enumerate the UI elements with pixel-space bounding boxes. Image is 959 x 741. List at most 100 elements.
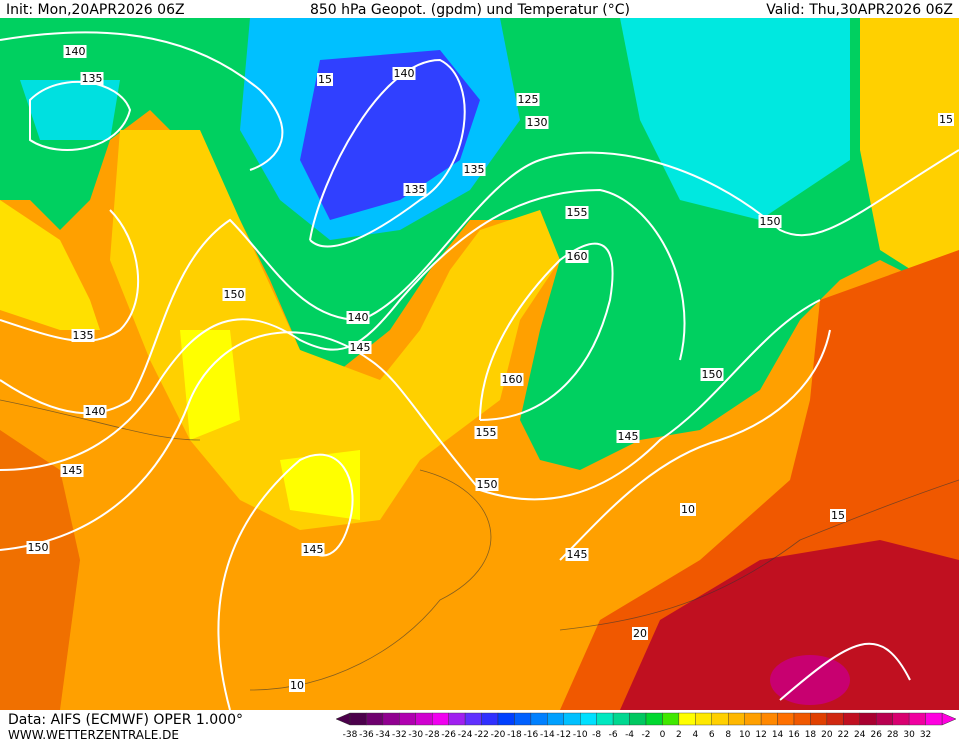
contour-label-box <box>616 430 640 443</box>
colorbar-label: 20 <box>821 730 833 740</box>
colorbar-label: 6 <box>709 730 715 740</box>
colorbar-swatch <box>432 712 449 726</box>
colorbar-label: -10 <box>573 730 588 740</box>
contour-label: 125 <box>518 93 539 106</box>
colorbar-label: -12 <box>556 730 571 740</box>
contour-label: 150 <box>28 541 49 554</box>
contour-label-box <box>938 113 954 126</box>
contour-label-box <box>83 405 107 418</box>
field-blue <box>300 50 480 220</box>
colorbar-label: -36 <box>359 730 374 740</box>
colorbar-swatch <box>415 712 433 726</box>
colorbar-swatch <box>349 712 367 726</box>
site-url: WWW.WETTERZENTRALE.DE <box>8 728 179 741</box>
colorbar-label: 4 <box>692 730 698 740</box>
colorbar-swatch <box>777 712 795 726</box>
contour-label: 150 <box>702 368 723 381</box>
contour-label: 140 <box>65 45 86 58</box>
colorbar-label: 14 <box>772 730 784 740</box>
isohypse <box>309 58 466 248</box>
contour-label-box <box>565 250 589 263</box>
colorbar-swatch <box>925 712 943 726</box>
colorbar-label: 0 <box>660 730 666 740</box>
field-yellow-west <box>0 200 100 330</box>
isohypse <box>0 31 284 171</box>
contour-label-box <box>317 73 333 86</box>
colorbar-swatch <box>497 712 515 726</box>
contour-label: 140 <box>394 67 415 80</box>
contour-label-box <box>80 72 104 85</box>
colorbar-swatch <box>399 712 416 726</box>
contour-label-box <box>289 679 305 692</box>
contour-label-box <box>700 368 724 381</box>
contour-label: 10 <box>290 679 304 692</box>
temperature-field <box>0 18 959 710</box>
contour-label: 150 <box>760 215 781 228</box>
colorbar-swatch <box>728 712 745 726</box>
colorbar-label: 24 <box>854 730 866 740</box>
temp-contour <box>559 479 959 631</box>
header-bar <box>0 0 959 18</box>
contour-label: 145 <box>303 543 324 556</box>
colorbar-label: -30 <box>408 730 423 740</box>
field-yellow-ne <box>860 18 959 300</box>
isohypse <box>559 329 911 701</box>
colorbar-label: 8 <box>725 730 731 740</box>
colorbar-swatch <box>810 712 828 726</box>
colorbar-label: 28 <box>887 730 899 740</box>
colorbar-swatch <box>744 712 762 726</box>
contour-label: 15 <box>831 509 845 522</box>
colorbar-swatch <box>892 712 910 726</box>
init-time: Init: Mon,20APR2026 06Z <box>6 2 185 18</box>
colorbar-label: -24 <box>458 730 473 740</box>
field-cyan-west <box>20 80 120 140</box>
colorbar-swatch <box>612 712 630 726</box>
contour-label-box <box>222 288 246 301</box>
colorbar-swatch <box>514 712 532 726</box>
contour-label: 160 <box>502 373 523 386</box>
colorbar-swatch <box>662 712 680 726</box>
isohypse <box>217 453 354 711</box>
contour-labels: 140 135 15 140 125 130 135 135 155 150 160 150 140 14… <box>26 45 954 692</box>
contour-label-box <box>26 541 50 554</box>
contour-label: 155 <box>567 206 588 219</box>
colorbar-label: -26 <box>441 730 456 740</box>
contour-label: 140 <box>85 405 106 418</box>
contour-label-box <box>474 426 498 439</box>
contour-label-box <box>63 45 87 58</box>
colorbar-swatch <box>826 712 844 726</box>
contour-label: 145 <box>62 464 83 477</box>
colorbar-label: -2 <box>642 730 651 740</box>
contour-label: 20 <box>633 627 647 640</box>
colorbar-label: -28 <box>425 730 440 740</box>
colorbar-label: -22 <box>474 730 489 740</box>
colorbar-label: 10 <box>739 730 751 740</box>
contour-label-box <box>392 67 416 80</box>
colorbar-label: 22 <box>838 730 849 740</box>
colorbar-swatch <box>366 712 384 726</box>
colorbar-label: -34 <box>376 730 391 740</box>
colorbar-swatch <box>530 712 548 726</box>
contour-label-box <box>475 478 499 491</box>
geopotential-contours <box>0 31 959 711</box>
colorbar-swatch <box>678 712 696 726</box>
isohypse <box>0 188 686 471</box>
contour-label: 155 <box>476 426 497 439</box>
colorbar-swatch <box>382 712 400 726</box>
colorbar-swatch <box>793 712 811 726</box>
colorbar-label: 18 <box>805 730 817 740</box>
colorbar-label: 26 <box>870 730 882 740</box>
field-dark-red <box>620 540 959 710</box>
colorbar-label: 16 <box>788 730 800 740</box>
contour-label: 150 <box>224 288 245 301</box>
contour-label: 160 <box>567 250 588 263</box>
colorbar-swatch <box>843 712 860 726</box>
field-yellow <box>110 130 560 530</box>
valid-time: Valid: Thu,30APR2026 06Z <box>766 2 953 18</box>
contour-label: 15 <box>318 73 332 86</box>
colorbar-swatch <box>695 712 712 726</box>
isohypse <box>0 149 959 415</box>
contour-label: 15 <box>939 113 953 126</box>
contour-label-box <box>758 215 782 228</box>
